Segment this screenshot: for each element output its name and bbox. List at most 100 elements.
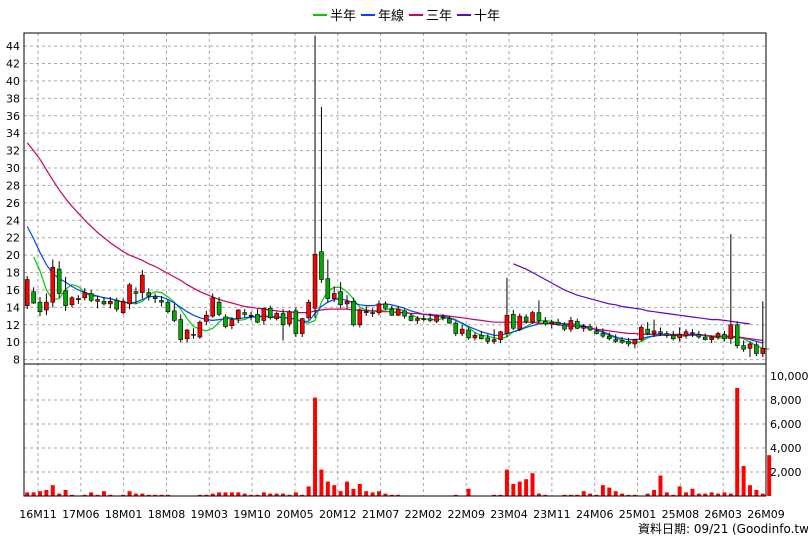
candle-body	[351, 300, 356, 326]
candle	[485, 334, 491, 344]
candle	[702, 333, 708, 341]
volume-bar	[89, 492, 94, 496]
volume-bar	[108, 494, 113, 496]
volume-bar	[121, 494, 126, 496]
volume-bar	[620, 493, 625, 496]
candle	[594, 326, 599, 335]
candle	[248, 311, 254, 321]
candle	[210, 293, 215, 318]
candle-body	[447, 318, 452, 324]
volume-bar	[498, 494, 503, 496]
x-tick-label: 20M05	[276, 508, 314, 521]
candle-body	[140, 274, 145, 293]
candle-body	[511, 314, 516, 329]
candle	[472, 332, 478, 341]
volume-bar	[767, 455, 772, 496]
volume-bar	[716, 493, 721, 496]
volume-bar	[677, 486, 682, 496]
candle-body	[491, 339, 497, 342]
series-line	[26, 226, 763, 344]
volume-bar	[57, 493, 62, 496]
x-tick-label: 20M12	[319, 508, 357, 521]
candle	[376, 300, 382, 316]
volume-bar	[703, 493, 708, 496]
candle-body	[216, 301, 222, 315]
x-tick-label: 18M01	[105, 508, 143, 521]
candle-body	[331, 293, 337, 299]
candle	[632, 338, 638, 349]
candle-body	[325, 278, 331, 299]
volume-bar	[274, 493, 279, 496]
volume-bar	[82, 494, 87, 496]
candle	[69, 296, 75, 308]
candle	[504, 277, 510, 337]
price-tick-label: 34	[6, 127, 20, 140]
candle	[351, 297, 356, 327]
candle-body	[754, 344, 759, 354]
candle-body	[146, 292, 152, 297]
candle	[670, 330, 676, 341]
candle-body	[626, 341, 631, 345]
x-tick-label: 26M09	[747, 508, 785, 521]
candle-body	[267, 307, 273, 319]
candle-body	[338, 291, 343, 306]
series-line	[33, 256, 770, 350]
candle	[312, 35, 318, 318]
candle	[402, 309, 407, 319]
candle-body	[664, 333, 670, 336]
price-tick-label: 14	[6, 301, 20, 314]
volume-bar	[722, 492, 727, 496]
candle	[447, 316, 452, 324]
candle-body	[63, 290, 68, 306]
candle-body	[24, 279, 30, 306]
candle-body	[31, 291, 36, 304]
candle	[293, 307, 299, 337]
candle	[236, 309, 241, 324]
candle-body	[319, 251, 324, 280]
volume-bar	[588, 493, 593, 496]
candle-body	[415, 318, 420, 321]
volume-bar	[332, 485, 337, 496]
price-tick-label: 36	[6, 110, 20, 123]
candle	[741, 340, 746, 352]
price-tick-label: 28	[6, 179, 20, 192]
volume-bar	[357, 484, 362, 496]
candle-body	[466, 329, 471, 339]
candle-body	[530, 312, 535, 323]
candle-body	[408, 315, 414, 321]
x-tick-label: 26M03	[704, 508, 742, 521]
candle	[395, 306, 401, 317]
volume-bar	[38, 491, 42, 496]
candle	[31, 287, 36, 304]
volume-bar	[287, 494, 292, 496]
candle	[613, 334, 618, 344]
candle-body	[114, 300, 120, 310]
candle	[159, 296, 164, 307]
candle-body	[549, 321, 554, 325]
price-tick-label: 38	[6, 92, 20, 105]
candle-body	[690, 332, 695, 334]
candle-body	[69, 297, 75, 306]
candle-body	[421, 318, 427, 321]
candle	[331, 286, 337, 303]
candle-body	[728, 324, 734, 340]
candle	[575, 318, 580, 330]
candle-body	[229, 319, 235, 326]
candlesticks	[24, 35, 766, 358]
candle	[152, 293, 158, 304]
volume-bar	[229, 492, 234, 496]
x-tick-label: 21M07	[362, 508, 400, 521]
candle	[127, 282, 132, 310]
volume-bar	[377, 491, 381, 496]
volume-bar	[671, 494, 676, 496]
candle	[479, 330, 484, 340]
volume-bar	[133, 493, 138, 496]
candle-body	[543, 321, 548, 325]
volume-bar	[210, 493, 215, 496]
volume-bar	[44, 490, 49, 496]
volume-bar	[562, 494, 567, 496]
candle-body	[594, 330, 599, 334]
volume-bar	[396, 494, 401, 496]
x-tick-label: 19M03	[191, 508, 229, 521]
volume-bar	[664, 492, 669, 496]
